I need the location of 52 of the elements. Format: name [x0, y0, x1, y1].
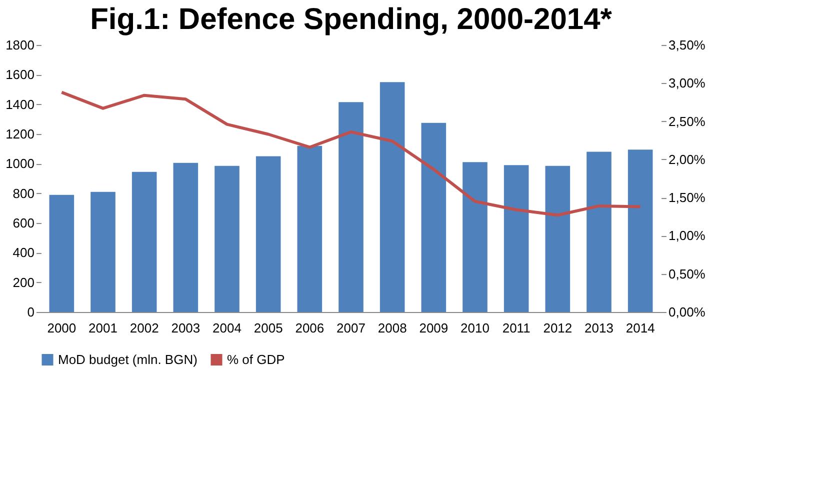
y2-tick-label: 0,00% [668, 304, 706, 320]
x-tick-label: 2000 [47, 320, 76, 336]
y-tick-label: 1800 [6, 38, 34, 52]
bar [586, 152, 612, 312]
y-tick-label: 800 [12, 186, 34, 201]
y-tick-label: 1200 [6, 126, 34, 142]
y2-tick-label: 1,50% [668, 190, 706, 206]
y-tick-label: 400 [12, 245, 34, 260]
x-tick-label: 2008 [378, 320, 407, 336]
x-tick-label: 2009 [419, 320, 448, 336]
bar [256, 156, 281, 312]
x-tick-label: 2001 [88, 320, 118, 336]
x-tick-label: 2005 [254, 320, 283, 336]
bar [173, 162, 198, 312]
x-tick-label: 2007 [336, 320, 366, 336]
x-tick-label: 2014 [626, 320, 655, 336]
y2-tick-label: 0,50% [668, 266, 706, 282]
bar [297, 146, 322, 312]
x-tick-label: 2013 [584, 320, 614, 336]
x-tick-label: 2006 [295, 320, 324, 336]
bar [380, 82, 405, 312]
y2-tick-label: 2,50% [668, 114, 706, 129]
bar [49, 194, 74, 312]
legend-label: % of GDP [227, 352, 285, 367]
legend-label: MoD budget (mln. BGN) [58, 352, 198, 367]
y-tick-label: 200 [12, 274, 34, 290]
x-tick-label: 2010 [460, 320, 490, 336]
bar [338, 102, 364, 312]
x-tick-label: 2012 [543, 320, 572, 336]
x-tick-label: 2011 [502, 320, 530, 336]
y2-tick-label: 1,00% [668, 228, 706, 244]
y2-tick-label: 2,00% [668, 152, 706, 167]
bar [132, 172, 157, 312]
x-tick-label: 2004 [212, 320, 242, 336]
y2-tick-label: 3,50% [668, 38, 706, 52]
y-tick-label: 600 [12, 216, 34, 230]
bar [504, 165, 529, 312]
y-tick-label: 1000 [6, 156, 34, 172]
y-tick-label: 1600 [6, 67, 34, 82]
x-tick-label: 2002 [130, 320, 159, 336]
line-series [60, 90, 642, 217]
bar [421, 122, 446, 312]
bar [214, 166, 240, 312]
bar [545, 166, 570, 312]
y-tick-label: 1400 [6, 96, 34, 112]
bar [462, 162, 488, 312]
x-tick-label: 2003 [171, 320, 200, 336]
bar [90, 192, 116, 312]
y-tick-label: 0 [27, 304, 34, 320]
bar [628, 150, 653, 312]
chart-title: Fig.1: Defence Spending, 2000-2014* [90, 3, 612, 36]
y2-tick-label: 3,00% [668, 76, 706, 91]
